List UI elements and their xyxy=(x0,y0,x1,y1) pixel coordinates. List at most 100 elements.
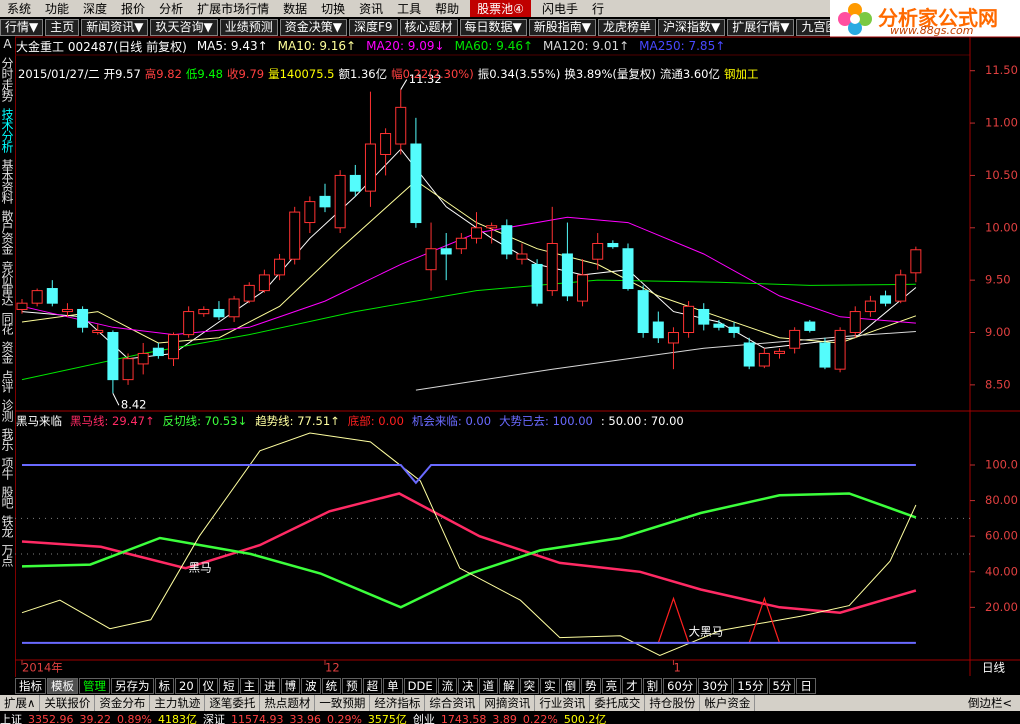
indicator-tab[interactable]: 日 xyxy=(796,677,816,694)
bottom-tab[interactable]: 关联报价 xyxy=(40,695,96,711)
indicator-tab[interactable]: 短 xyxy=(219,677,239,694)
indicator-tab[interactable]: 统 xyxy=(321,677,342,694)
toolbar-tab[interactable]: 业绩预测 xyxy=(219,18,278,36)
side-tab[interactable]: 竞价雷达 xyxy=(0,261,14,305)
indicator-tab[interactable]: 势 xyxy=(581,677,601,694)
menu-item[interactable]: 资讯 xyxy=(359,2,384,16)
side-tab[interactable]: 我乐 xyxy=(0,428,14,450)
bottom-tab[interactable]: 帐户资金 xyxy=(700,695,756,711)
side-tab[interactable]: 铁龙 xyxy=(0,515,14,537)
indicator-tab[interactable]: 管理 xyxy=(79,677,110,694)
indicator-tab[interactable]: 另存为 xyxy=(111,677,154,694)
menu-item[interactable]: 报价 xyxy=(121,2,146,16)
indicator-tab[interactable]: 倒 xyxy=(560,677,581,694)
indicator-tab[interactable]: 进 xyxy=(260,677,280,694)
indicator-tab[interactable]: 模板 xyxy=(47,677,78,694)
side-tab[interactable]: 分时走势 xyxy=(0,57,14,101)
toolbar-tab[interactable]: 行情▼ xyxy=(0,18,44,36)
side-tab[interactable]: 散户资金 xyxy=(0,210,14,254)
toolbar-tab[interactable]: 九宫图 xyxy=(796,18,840,36)
side-tab[interactable]: 资金 xyxy=(0,341,14,363)
indicator-tab[interactable]: 预 xyxy=(342,677,362,694)
bottom-tab[interactable]: 委托成交 xyxy=(590,695,646,711)
bottom-tab[interactable]: 逐笔委托 xyxy=(205,695,261,711)
indicator-tab[interactable]: 60分 xyxy=(663,677,698,694)
candle-body xyxy=(819,342,831,368)
menu-item[interactable]: 切换 xyxy=(321,2,346,16)
bottom-tab[interactable]: 网摘资讯 xyxy=(480,695,536,711)
indicator-tab[interactable]: 实 xyxy=(540,677,560,694)
indicator-tab[interactable]: 突 xyxy=(519,677,540,694)
side-tab[interactable]: 基本资料 xyxy=(0,159,14,203)
side-tab[interactable]: 诊测 xyxy=(0,399,14,421)
bottom-tab[interactable]: 热点题材 xyxy=(260,695,316,711)
indicator-tab[interactable]: 波 xyxy=(301,677,321,694)
toolbar-tab[interactable]: 主页 xyxy=(45,18,80,36)
bottom-tab[interactable]: 经济指标 xyxy=(370,695,426,711)
indicator-tab[interactable]: 主 xyxy=(239,677,260,694)
toolbar-tab[interactable]: 扩展行情▼ xyxy=(727,18,795,36)
indicator-tab[interactable]: 决 xyxy=(458,677,478,694)
toolbar-tab[interactable]: 每日数据▼ xyxy=(459,18,527,36)
side-tab[interactable]: 技术分析 xyxy=(0,108,14,152)
toolbar-tab[interactable]: 新股指南▼ xyxy=(528,18,596,36)
toolbar-tab[interactable]: 沪深指数▼ xyxy=(658,18,726,36)
ma-line xyxy=(415,331,916,391)
bottom-tab[interactable]: 扩展∧ xyxy=(0,695,41,711)
toolbar-tab[interactable]: 深度F9 xyxy=(348,18,398,36)
menu-item[interactable]: 功能 xyxy=(45,2,70,16)
candle-body xyxy=(683,305,695,334)
indicator-tab[interactable]: 30分 xyxy=(698,677,733,694)
indicator-tab[interactable]: 超 xyxy=(362,677,383,694)
side-tab[interactable]: 股吧 xyxy=(0,486,14,508)
bottom-tab[interactable]: 资金分布 xyxy=(95,695,151,711)
side-tab[interactable]: 同花 xyxy=(0,312,14,334)
bottom-tab[interactable]: 行业资讯 xyxy=(535,695,591,711)
menu-item[interactable]: 数据 xyxy=(283,2,308,16)
status-field: 上证 xyxy=(0,713,22,724)
toolbar-tab[interactable]: 新闻资讯▼ xyxy=(81,18,149,36)
menu-item[interactable]: 工具 xyxy=(397,2,422,16)
bottom-tab[interactable]: 一致预期 xyxy=(315,695,371,711)
indicator-tab[interactable]: 指标 xyxy=(15,677,46,694)
ma-line xyxy=(21,216,916,336)
indicator-tab[interactable]: 15分 xyxy=(733,677,768,694)
indicator-tab[interactable]: 亮 xyxy=(601,677,622,694)
menu-item[interactable]: 分析 xyxy=(159,2,184,16)
bottom-tab[interactable]: 持仓股份 xyxy=(645,695,701,711)
menu-item[interactable]: 扩展市场行情 xyxy=(197,2,270,16)
menu-item[interactable]: 深度 xyxy=(83,2,108,16)
indicator-tab[interactable]: 解 xyxy=(499,677,519,694)
side-tab[interactable]: A xyxy=(0,37,15,50)
indicator-tab[interactable]: 博 xyxy=(280,677,301,694)
menu-item[interactable]: 帮助 xyxy=(435,2,460,16)
indicator-tab[interactable]: 割 xyxy=(642,677,663,694)
indicator-tab[interactable]: DDE xyxy=(403,677,437,694)
menu-item[interactable]: 闪电手 xyxy=(541,2,578,16)
sidebar-button[interactable]: 倒边栏< xyxy=(968,696,1013,710)
indicator-tab[interactable]: 单 xyxy=(383,677,403,694)
bottom-tab[interactable]: 主力轨迹 xyxy=(150,695,206,711)
indicator-tab[interactable]: 仪 xyxy=(198,677,219,694)
toolbar-tab[interactable]: 玖天咨询▼ xyxy=(150,18,218,36)
indicator-tab[interactable]: 20 xyxy=(175,677,198,694)
candle-body xyxy=(228,298,240,318)
menu-bar: 系统 功能 深度 报价 分析 扩展市场行情 数据 切换 资讯 工具 帮助 股票池④ 闪电手行 xyxy=(0,0,1020,17)
indicator-tab[interactable]: 5分 xyxy=(768,677,796,694)
bottom-tab[interactable]: 综合资讯 xyxy=(425,695,481,711)
indicator-tab[interactable]: 才 xyxy=(622,677,642,694)
side-tab[interactable]: 项牛 xyxy=(0,457,14,479)
indicator-tab[interactable]: 标 xyxy=(154,677,174,694)
candle-body xyxy=(152,347,164,357)
toolbar-tab[interactable]: 资金决策▼ xyxy=(279,18,347,36)
menu-item[interactable]: 行 xyxy=(591,2,604,16)
menu-item[interactable]: 股票池④ xyxy=(470,0,531,17)
side-tab[interactable]: 点评 xyxy=(0,370,14,392)
indicator-tab[interactable]: 流 xyxy=(437,677,458,694)
side-tab[interactable]: 万点 xyxy=(0,544,14,566)
toolbar-tab[interactable]: 核心题材 xyxy=(399,18,458,36)
indicator-tab[interactable]: 道 xyxy=(478,677,499,694)
menu-item[interactable]: 系统 xyxy=(7,2,32,16)
toolbar-tab[interactable]: 龙虎榜单 xyxy=(598,18,657,36)
candle-body xyxy=(516,253,528,260)
